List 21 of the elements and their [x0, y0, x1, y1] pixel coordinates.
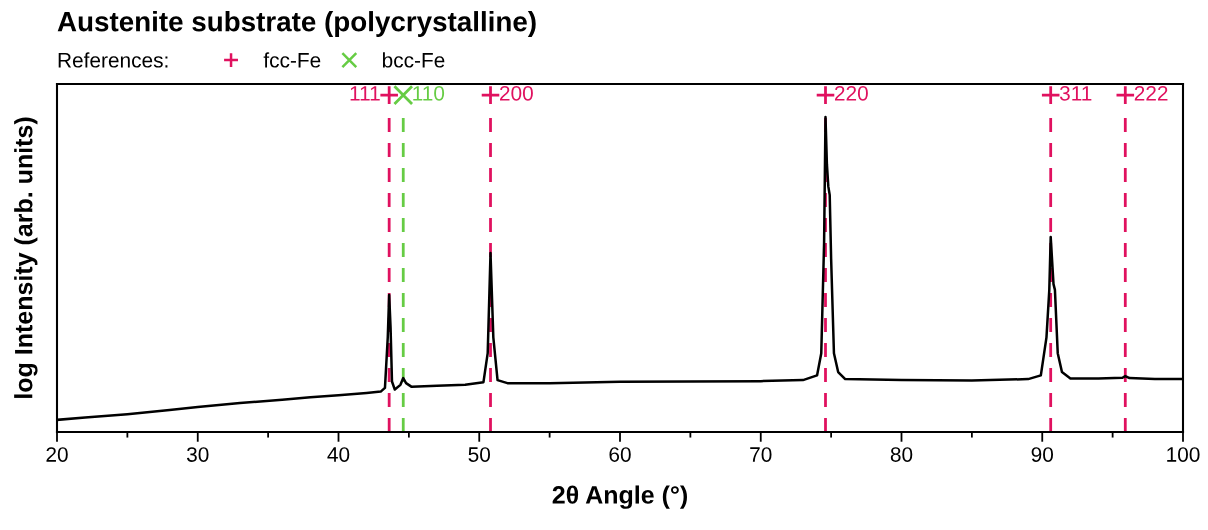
x-tick-label: 80 [890, 447, 913, 462]
annotation: 220 [834, 85, 868, 101]
legend-title: References: [58, 52, 168, 68]
annotation: 222 [1134, 85, 1168, 101]
y-axis-title: log Intensity (arb. units) [14, 117, 38, 398]
x-tick-label: 90 [1031, 447, 1054, 462]
x-tick-label: 60 [609, 447, 631, 462]
x-tick-label: 50 [468, 447, 491, 462]
legend-label: bcc-Fe [382, 52, 445, 68]
x-tick-label: 20 [46, 447, 68, 462]
x-tick-label: 100 [1167, 447, 1200, 462]
legend-label: fcc-Fe [263, 52, 321, 68]
chart-title: Austenite substrate (polycrystalline) [57, 11, 536, 37]
x-axis-title: 2θ Angle (°) [552, 485, 687, 509]
annotation: 111 [350, 86, 380, 101]
annotation: 110 [413, 85, 445, 101]
annotation: 311 [1059, 85, 1092, 101]
annotation: 200 [500, 85, 533, 101]
x-tick-label: 30 [186, 447, 209, 462]
x-tick-label: 70 [750, 447, 772, 462]
x-tick-label: 40 [327, 447, 350, 462]
